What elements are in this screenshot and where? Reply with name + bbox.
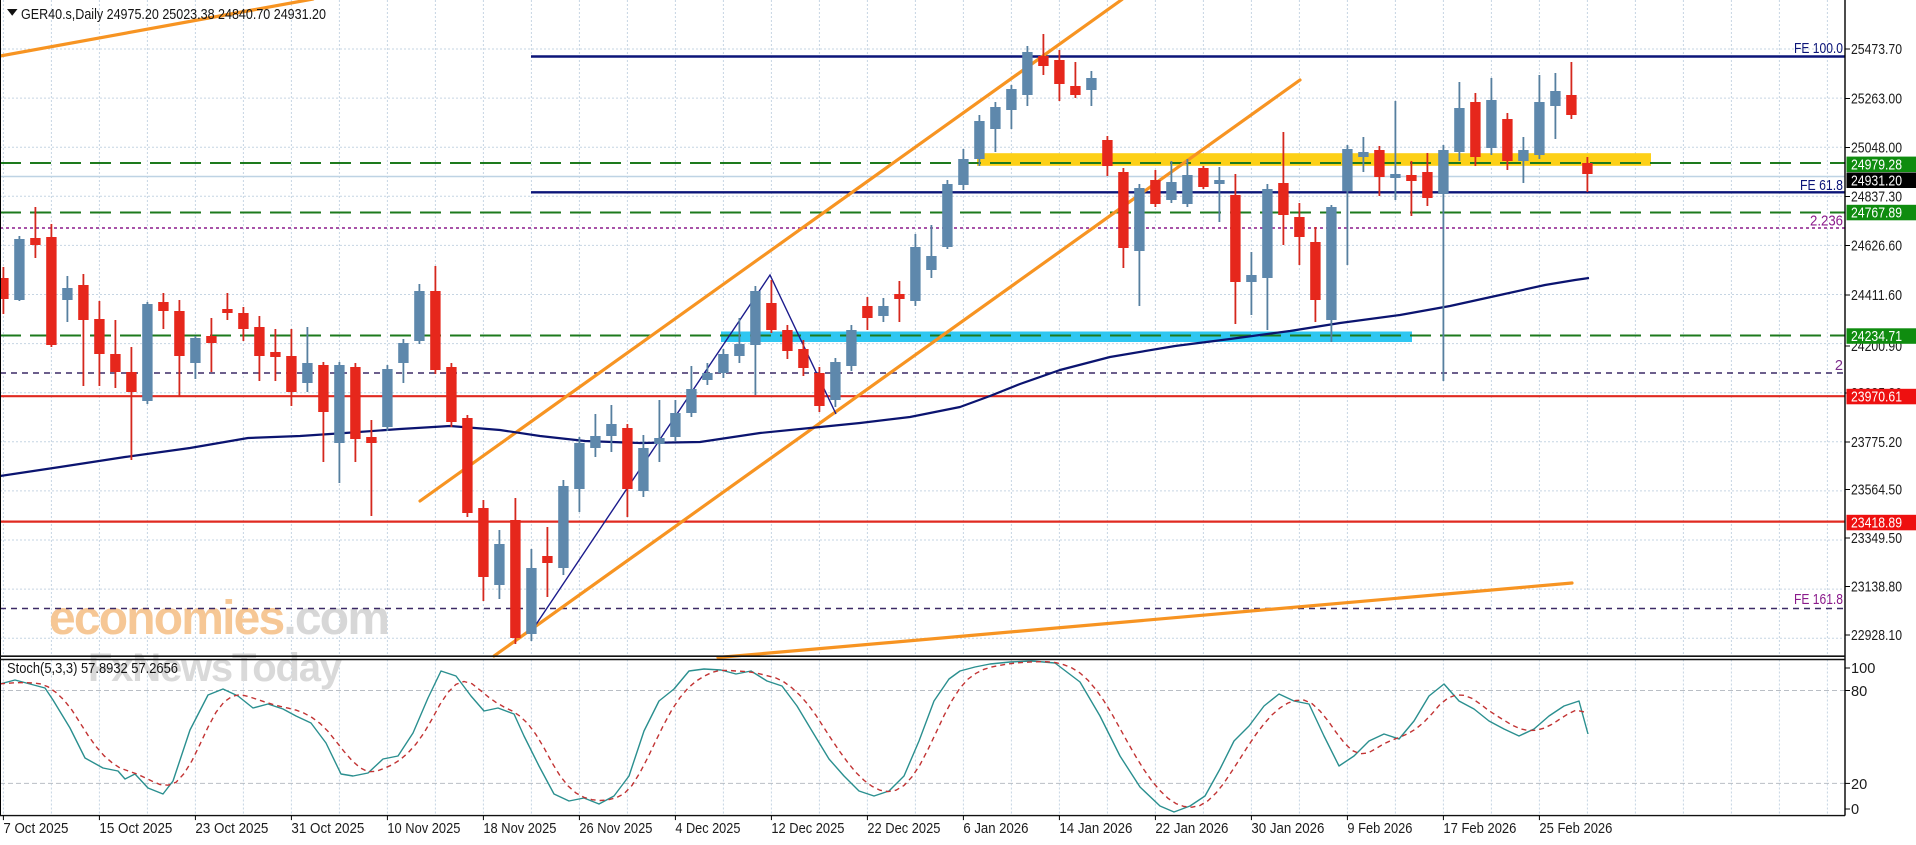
svg-text:FE 61.8: FE 61.8 [1800,178,1843,194]
svg-text:18 Nov 2025: 18 Nov 2025 [483,821,556,837]
svg-text:0: 0 [1851,802,1859,818]
svg-text:17 Feb 2026: 17 Feb 2026 [1443,821,1516,837]
svg-text:2: 2 [1835,358,1843,374]
svg-text:23138.80: 23138.80 [1851,580,1902,596]
svg-text:12 Dec 2025: 12 Dec 2025 [771,821,844,837]
svg-text:9 Feb 2026: 9 Feb 2026 [1347,821,1412,837]
svg-text:10 Nov 2025: 10 Nov 2025 [387,821,460,837]
svg-text:24626.60: 24626.60 [1851,239,1902,255]
svg-text:23970.61: 23970.61 [1851,390,1902,406]
svg-text:24234.71: 24234.71 [1851,329,1902,345]
svg-text:Stoch(5,3,3) 57.8932 57.2656: Stoch(5,3,3) 57.8932 57.2656 [7,660,178,677]
svg-text:24411.60: 24411.60 [1851,288,1902,304]
svg-text:GER40.s,Daily 24975.20 25023.: GER40.s,Daily 24975.20 25023.38 24840.70… [21,6,326,23]
svg-text:26 Nov 2025: 26 Nov 2025 [579,821,652,837]
svg-text:22 Jan 2026: 22 Jan 2026 [1155,821,1228,837]
svg-text:25473.70: 25473.70 [1851,42,1902,58]
svg-text:24767.89: 24767.89 [1851,206,1902,222]
svg-text:25 Feb 2026: 25 Feb 2026 [1539,821,1612,837]
svg-text:7 Oct 2025: 7 Oct 2025 [3,821,68,837]
svg-text:FE 100.0: FE 100.0 [1794,41,1843,57]
svg-text:30 Jan 2026: 30 Jan 2026 [1251,821,1324,837]
svg-text:6 Jan 2026: 6 Jan 2026 [963,821,1028,837]
svg-text:FE 161.8: FE 161.8 [1794,592,1843,608]
svg-text:2.236: 2.236 [1810,214,1843,230]
svg-text:15 Oct 2025: 15 Oct 2025 [99,821,172,837]
svg-text:22928.10: 22928.10 [1851,628,1902,644]
svg-text:economies.com: economies.com [49,592,390,645]
svg-text:24979.28: 24979.28 [1851,158,1902,174]
svg-text:20: 20 [1851,777,1867,793]
svg-text:23564.50: 23564.50 [1851,483,1902,499]
svg-text:24837.30: 24837.30 [1851,190,1902,206]
svg-text:23349.50: 23349.50 [1851,531,1902,547]
svg-text:23 Oct 2025: 23 Oct 2025 [195,821,268,837]
svg-text:25048.00: 25048.00 [1851,141,1902,157]
svg-text:31 Oct 2025: 31 Oct 2025 [291,821,364,837]
svg-text:24931.20: 24931.20 [1851,173,1902,189]
svg-text:22 Dec 2025: 22 Dec 2025 [867,821,940,837]
svg-text:23775.20: 23775.20 [1851,435,1902,451]
svg-text:100: 100 [1851,661,1875,677]
svg-text:23418.89: 23418.89 [1851,516,1902,532]
svg-text:25263.00: 25263.00 [1851,92,1902,108]
svg-text:14 Jan 2026: 14 Jan 2026 [1059,821,1132,837]
svg-text:80: 80 [1851,684,1867,700]
svg-text:4 Dec 2025: 4 Dec 2025 [675,821,740,837]
